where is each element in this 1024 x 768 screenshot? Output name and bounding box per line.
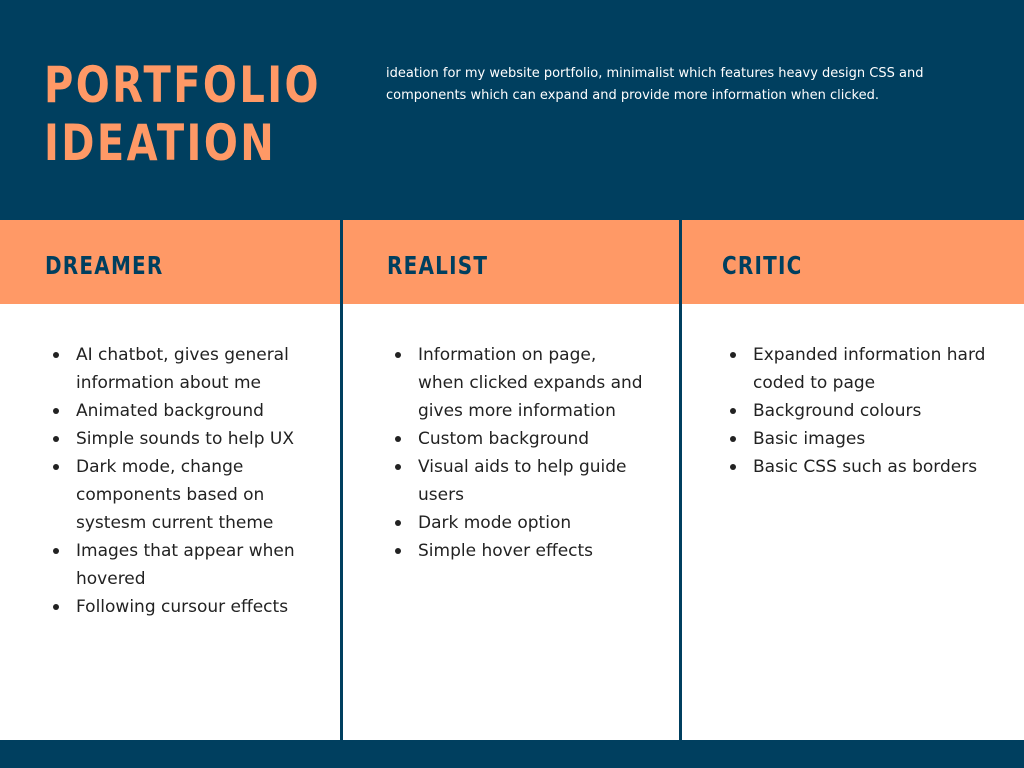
list-item: Following cursour effects xyxy=(45,593,305,621)
list-item: Custom background xyxy=(387,425,647,453)
list-item: Basic CSS such as borders xyxy=(722,453,987,481)
list-item: Expanded information hard coded to page xyxy=(722,341,987,397)
column-divider xyxy=(679,220,682,740)
realist-list: Information on page, when clicked expand… xyxy=(387,341,647,565)
footer-bar xyxy=(0,740,1024,768)
page-title-line-1: PORTFOLIO xyxy=(44,56,321,114)
list-item: Dark mode option xyxy=(387,509,647,537)
column-header-band xyxy=(0,220,1024,304)
list-item: Basic images xyxy=(722,425,987,453)
column-heading-dreamer: DREAMER xyxy=(45,251,164,280)
page-description: ideation for my website portfolio, minim… xyxy=(386,66,924,103)
list-item: Dark mode, change components based on sy… xyxy=(45,453,305,537)
list-item: Background colours xyxy=(722,397,987,425)
list-item: Images that appear when hovered xyxy=(45,537,305,593)
list-item: Simple sounds to help UX xyxy=(45,425,305,453)
page-title-line-2: IDEATION xyxy=(44,114,277,172)
list-item: Animated background xyxy=(45,397,305,425)
list-item: Visual aids to help guide users xyxy=(387,453,647,509)
column-divider xyxy=(340,220,343,740)
page-title: PORTFOLIO IDEATION xyxy=(44,56,321,172)
list-item: Information on page, when clicked expand… xyxy=(387,341,647,425)
list-item: AI chatbot, gives general information ab… xyxy=(45,341,305,397)
column-heading-critic: CRITIC xyxy=(722,251,803,280)
critic-list: Expanded information hard coded to page … xyxy=(722,341,987,481)
column-heading-realist: REALIST xyxy=(387,251,489,280)
list-item: Simple hover effects xyxy=(387,537,647,565)
header-banner: PORTFOLIO IDEATION ideation for my websi… xyxy=(0,0,1024,220)
dreamer-list: AI chatbot, gives general information ab… xyxy=(45,341,305,621)
